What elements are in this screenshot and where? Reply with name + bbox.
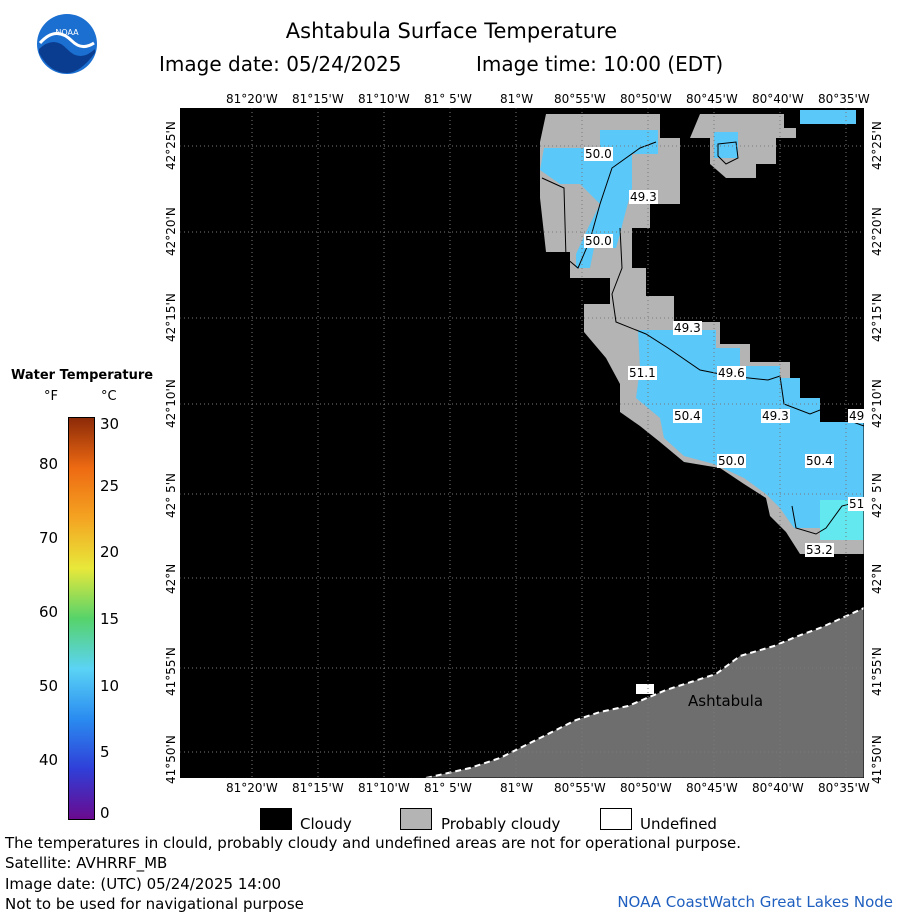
page-title: Ashtabula Surface Temperature <box>285 19 618 43</box>
noaa-logo: NOAA <box>37 14 97 74</box>
footer-utc-date: Image date: (UTC) 05/24/2025 14:00 <box>5 875 282 893</box>
water-temperature-area <box>540 130 658 268</box>
lat-label-right: 41°55'N <box>870 647 884 696</box>
lat-label-left: 42°N <box>164 563 178 594</box>
lon-label-top: 80°40'W <box>752 92 804 106</box>
sst-value-label: 50.0 <box>584 234 613 248</box>
footer-navigation-warning: Not to be used for navigational purpose <box>5 895 304 913</box>
lon-label-top: 80°50'W <box>620 92 672 106</box>
water-temperature-area <box>800 110 856 124</box>
lon-label-top: 80°35'W <box>818 92 870 106</box>
legend-c-tick: 10 <box>100 677 120 695</box>
legend-unit-c: °C <box>101 389 117 404</box>
lat-label-left: 42°10'N <box>164 379 178 428</box>
sst-value-label: 50.0 <box>584 147 613 161</box>
isotherm-contour <box>717 141 739 165</box>
credit-link[interactable]: NOAA CoastWatch Great Lakes Node <box>617 893 893 911</box>
legend-f-tick: 70 <box>39 529 59 547</box>
image-date: Image date: 05/24/2025 <box>159 52 402 76</box>
lon-label-top: 81°W <box>500 92 534 106</box>
lon-label-bottom: 80°40'W <box>752 781 804 795</box>
lon-label-bottom: 81°20'W <box>226 781 278 795</box>
legend-f-tick: 80 <box>39 455 59 473</box>
image-time: Image time: 10:00 (EDT) <box>476 52 724 76</box>
land-area <box>426 608 864 778</box>
undefined-patch <box>636 684 654 694</box>
lat-label-left: 42°20'N <box>164 207 178 256</box>
lon-label-bottom: 81° 5'W <box>424 781 472 795</box>
lon-label-bottom: 80°35'W <box>818 781 870 795</box>
legend-title: Water Temperature <box>11 368 154 383</box>
sst-value-label: 50.0 <box>717 454 746 468</box>
legend-c-tick: 30 <box>100 415 120 433</box>
lon-label-top: 81°15'W <box>292 92 344 106</box>
lat-label-right: 42°25'N <box>870 121 884 170</box>
lon-label-top: 80°55'W <box>554 92 606 106</box>
isotherm-contour <box>611 227 864 427</box>
key-swatch-probably-cloudy <box>400 808 432 830</box>
place-label-ashtabula: Ashtabula <box>688 692 764 710</box>
key-label-cloudy: Cloudy <box>300 815 352 833</box>
lat-label-right: 42°N <box>870 563 884 594</box>
lat-label-left: 42°15'N <box>164 293 178 342</box>
sst-value-label: 49.3 <box>761 409 790 423</box>
footer-satellite: Satellite: AVHRRF_MB <box>5 854 168 872</box>
lat-label-right: 41°50'N <box>870 735 884 784</box>
logo-text: NOAA <box>55 28 79 37</box>
lon-label-top: 80°45'W <box>686 92 738 106</box>
sst-value-label: 51 <box>848 497 866 511</box>
probably-cloudy-area <box>690 114 796 178</box>
sst-value-label: 50.4 <box>805 454 834 468</box>
sst-value-label: 49.6 <box>717 366 746 380</box>
lon-label-top: 81°20'W <box>226 92 278 106</box>
lon-label-bottom: 81°15'W <box>292 781 344 795</box>
lon-label-top: 81° 5'W <box>424 92 472 106</box>
lon-label-bottom: 80°45'W <box>686 781 738 795</box>
sst-value-label: 51.1 <box>628 366 657 380</box>
water-temperature-area <box>636 330 864 528</box>
sst-value-label: 50.4 <box>673 409 702 423</box>
footer-disclaimer: The temperatures in clould, probably clo… <box>5 834 742 852</box>
lon-label-top: 81°10'W <box>358 92 410 106</box>
lat-label-left: 41°55'N <box>164 647 178 696</box>
sst-value-label: 49.3 <box>629 190 658 204</box>
legend-c-tick: 15 <box>100 610 120 628</box>
key-label-undefined: Undefined <box>640 815 717 833</box>
lat-label-right: 42°20'N <box>870 207 884 256</box>
lon-label-bottom: 81°W <box>500 781 534 795</box>
legend-c-tick: 0 <box>100 804 110 822</box>
color-bar <box>68 417 95 820</box>
legend-unit-f: °F <box>44 389 58 404</box>
lon-label-bottom: 81°10'W <box>358 781 410 795</box>
sst-map <box>180 108 864 778</box>
key-swatch-cloudy <box>260 808 292 830</box>
legend-c-tick: 25 <box>100 477 120 495</box>
lat-label-right: 42°15'N <box>870 293 884 342</box>
legend-c-tick: 5 <box>100 743 110 761</box>
lat-label-left: 42°25'N <box>164 121 178 170</box>
legend-c-tick: 20 <box>100 543 120 561</box>
legend-f-tick: 60 <box>39 603 59 621</box>
legend-f-tick: 50 <box>39 677 59 695</box>
shoreline <box>425 607 864 778</box>
sst-value-label: 49 <box>848 409 866 423</box>
lon-label-bottom: 80°55'W <box>554 781 606 795</box>
lat-label-right: 42° 5'N <box>870 473 884 518</box>
lat-label-left: 42° 5'N <box>164 473 178 518</box>
key-swatch-undefined <box>600 808 632 830</box>
lat-label-left: 41°50'N <box>164 735 178 784</box>
lat-label-right: 42°10'N <box>870 379 884 428</box>
sst-value-label: 49.3 <box>673 321 702 335</box>
key-label-probably-cloudy: Probably cloudy <box>441 815 561 833</box>
lon-label-bottom: 80°50'W <box>620 781 672 795</box>
sst-value-label: 53.2 <box>805 543 834 557</box>
legend-f-tick: 40 <box>39 751 59 769</box>
